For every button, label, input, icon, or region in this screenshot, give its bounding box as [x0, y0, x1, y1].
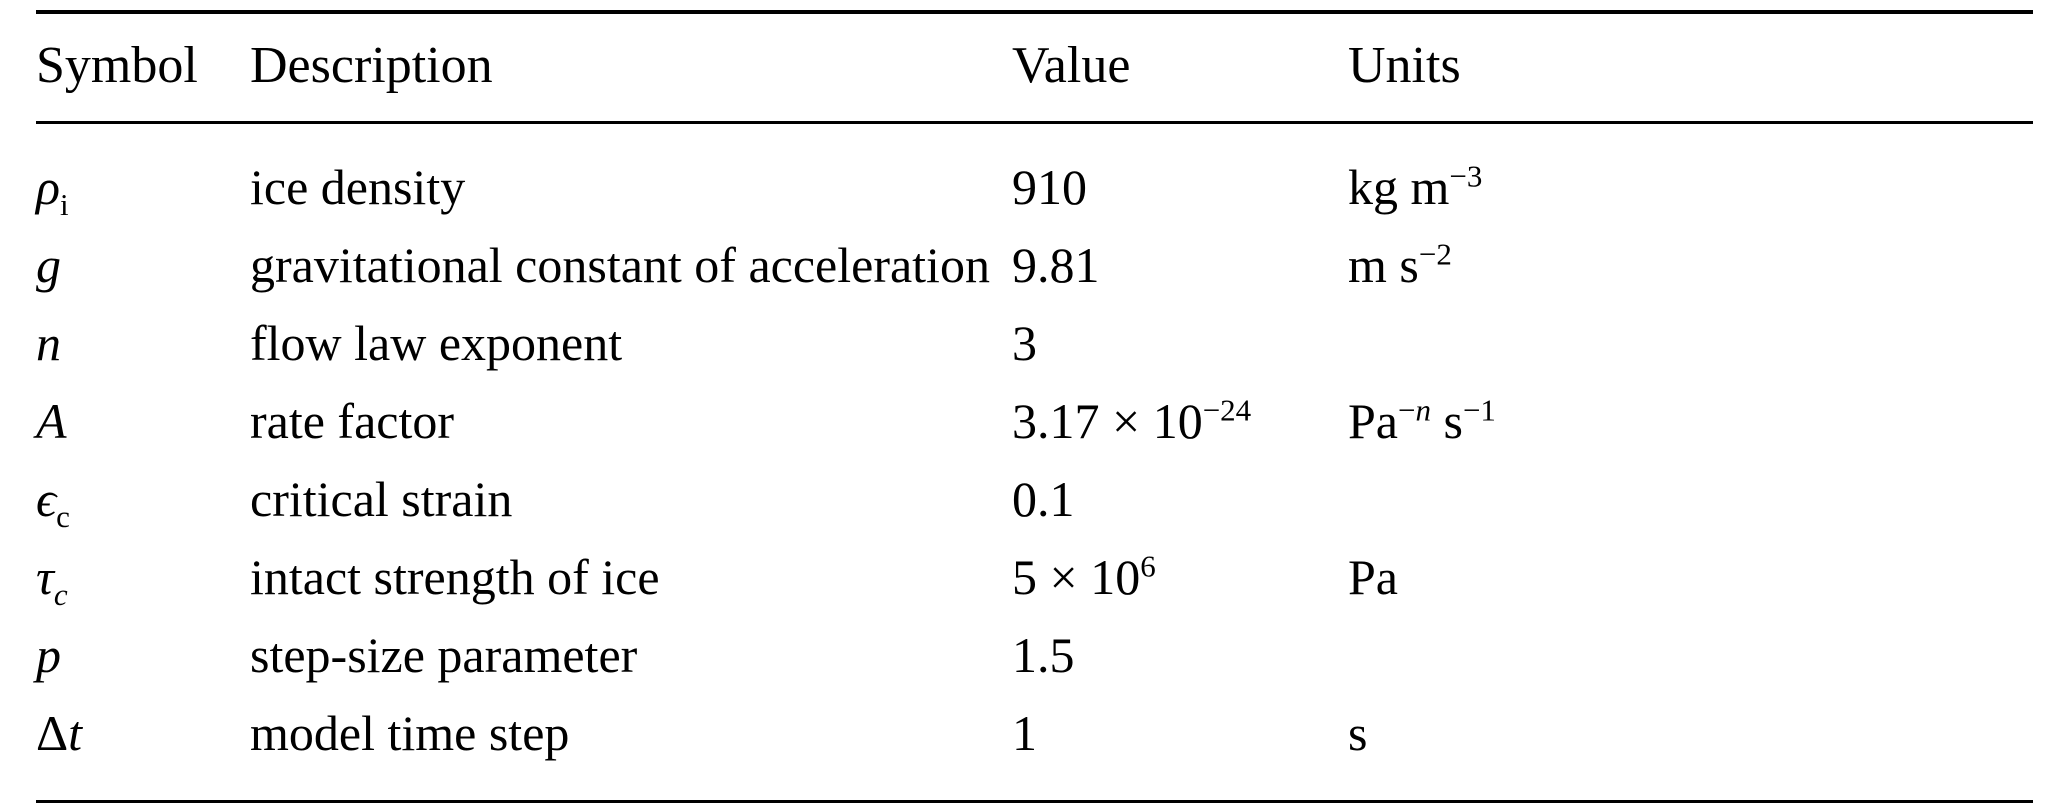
- header-units: Units: [1348, 37, 1461, 94]
- header-value: Value: [1012, 37, 1131, 94]
- value-cell: 3: [1012, 315, 1037, 371]
- symbol-cell: g: [36, 237, 61, 293]
- table-row: g gravitational constant of acceleration 9…: [36, 226, 2033, 304]
- table-row: p step-size parameter 1.5: [36, 616, 2033, 694]
- table-body: ρi ice density 910 kg m−3 g gravitational con…: [36, 124, 2033, 794]
- symbol-cell: Δt: [36, 705, 83, 761]
- symbol-cell: n: [36, 315, 61, 371]
- table-row: ρi ice density 910 kg m−3: [36, 148, 2033, 226]
- units-cell: m s−2: [1348, 236, 1452, 293]
- value-cell: 1: [1012, 705, 1037, 761]
- units-cell: kg m−3: [1348, 158, 1483, 215]
- value-cell: 3.17 × 10−24: [1012, 392, 1252, 449]
- table-row: Δt model time step 1 s: [36, 694, 2033, 772]
- table-row: n flow law exponent 3: [36, 304, 2033, 382]
- value-cell: 5 × 106: [1012, 548, 1156, 605]
- description-cell: rate factor: [250, 393, 455, 449]
- value-cell: 9.81: [1012, 237, 1100, 293]
- value-cell: 0.1: [1012, 471, 1075, 527]
- header-symbol: Symbol: [36, 37, 198, 94]
- description-cell: model time step: [250, 705, 570, 761]
- description-cell: step-size parameter: [250, 627, 638, 683]
- bottom-rules: [36, 800, 2033, 809]
- header-rule: [36, 121, 2033, 124]
- description-cell: critical strain: [250, 471, 513, 527]
- value-cell: 910: [1012, 159, 1087, 215]
- units-cell: Pa: [1348, 549, 1398, 605]
- description-cell: flow law exponent: [250, 315, 623, 371]
- description-cell: gravitational constant of acceleration: [250, 237, 990, 293]
- table-row: ϵc critical strain 0.1: [36, 460, 2033, 538]
- header-description: Description: [250, 37, 493, 94]
- top-rule: [36, 10, 2033, 14]
- bottom-rule-1: [36, 800, 2033, 803]
- symbol-cell: A: [36, 393, 67, 449]
- description-cell: intact strength of ice: [250, 549, 660, 605]
- table-row: τc intact strength of ice 5 × 106 Pa: [36, 538, 2033, 616]
- symbol-cell: ϵc: [36, 471, 70, 534]
- symbol-cell: τc: [36, 549, 68, 612]
- value-cell: 1.5: [1012, 627, 1075, 683]
- description-cell: ice density: [250, 159, 466, 215]
- units-cell: s: [1348, 705, 1368, 761]
- units-cell: Pa−n s−1: [1348, 392, 1496, 449]
- symbol-cell: ρi: [36, 159, 69, 222]
- symbol-cell: p: [36, 627, 61, 683]
- table-header-row: Symbol Description Value Units: [36, 14, 2033, 121]
